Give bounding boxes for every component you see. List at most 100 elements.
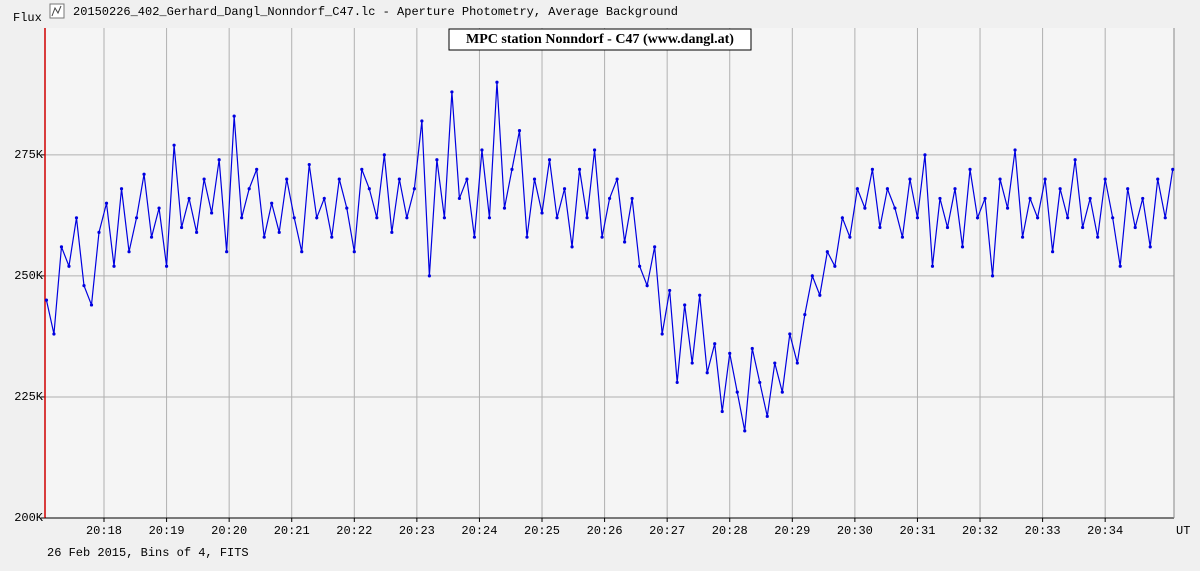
x-tick-label: 20:33 xyxy=(1025,524,1061,538)
data-point xyxy=(570,245,574,249)
data-point xyxy=(983,196,987,201)
x-axis-label: UT xyxy=(1176,524,1190,538)
data-point xyxy=(202,177,206,181)
data-point xyxy=(607,196,612,201)
data-point xyxy=(232,114,236,118)
x-tick-label: 20:28 xyxy=(712,524,748,538)
data-point xyxy=(262,235,266,239)
data-point xyxy=(938,196,942,201)
data-point xyxy=(127,250,131,254)
data-point xyxy=(1043,177,1047,181)
data-point xyxy=(532,177,537,181)
data-point xyxy=(915,216,920,220)
data-point xyxy=(660,332,664,336)
data-point xyxy=(382,153,386,157)
data-point xyxy=(555,216,559,220)
data-point xyxy=(1111,216,1115,220)
data-point xyxy=(1141,196,1145,201)
data-point xyxy=(1133,225,1137,230)
data-point xyxy=(465,177,469,181)
data-point xyxy=(720,409,724,414)
data-point xyxy=(390,230,394,234)
data-point xyxy=(653,245,657,249)
data-point xyxy=(307,162,311,167)
data-point xyxy=(1035,216,1040,220)
data-point xyxy=(1103,177,1107,181)
data-point xyxy=(1066,216,1070,220)
data-point xyxy=(930,264,935,268)
x-tick-label: 20:29 xyxy=(774,524,810,538)
y-tick-label: 225K xyxy=(14,390,44,404)
window-title: 20150226_402_Gerhard_Dangl_Nonndorf_C47.… xyxy=(73,5,678,19)
data-point xyxy=(908,177,912,181)
data-point xyxy=(195,230,199,234)
data-point xyxy=(1088,196,1092,201)
data-point xyxy=(743,429,747,433)
data-point xyxy=(52,332,56,336)
data-point xyxy=(510,167,514,171)
data-point xyxy=(825,250,829,254)
data-point xyxy=(119,187,124,191)
data-point xyxy=(1118,264,1122,268)
data-point xyxy=(352,250,356,254)
x-tick-label: 20:20 xyxy=(211,524,247,538)
data-point xyxy=(255,167,259,171)
data-point xyxy=(960,245,965,249)
data-point xyxy=(870,167,874,171)
data-point xyxy=(945,225,950,230)
data-point xyxy=(480,148,484,152)
data-point xyxy=(1051,250,1055,254)
data-point xyxy=(179,225,184,230)
data-point xyxy=(773,361,777,365)
data-point xyxy=(735,390,739,394)
x-tick-label: 20:25 xyxy=(524,524,560,538)
data-point xyxy=(1058,187,1062,191)
x-tick-label: 20:24 xyxy=(461,524,497,538)
data-point xyxy=(285,177,289,181)
window-icon xyxy=(49,3,65,19)
x-tick-label: 20:32 xyxy=(962,524,998,538)
data-point xyxy=(953,187,957,191)
data-point xyxy=(645,283,649,288)
data-point xyxy=(397,177,401,181)
data-point xyxy=(74,216,79,220)
data-point xyxy=(705,371,709,375)
data-point xyxy=(1148,245,1152,249)
data-point xyxy=(1156,177,1160,181)
data-point xyxy=(292,216,296,220)
data-point xyxy=(990,274,995,278)
data-point xyxy=(577,167,582,171)
data-point xyxy=(142,172,146,176)
data-point xyxy=(487,216,492,220)
data-point xyxy=(375,216,379,220)
data-point xyxy=(668,288,672,293)
data-point xyxy=(495,80,499,84)
data-point xyxy=(112,264,116,268)
data-point xyxy=(840,216,844,220)
data-point xyxy=(585,216,589,220)
data-point xyxy=(1171,167,1175,171)
data-point xyxy=(1096,235,1100,239)
data-point xyxy=(855,187,859,191)
data-point xyxy=(442,216,447,220)
data-point xyxy=(187,196,191,201)
data-point xyxy=(420,119,424,123)
data-point xyxy=(450,90,454,94)
data-point xyxy=(600,235,604,239)
data-point xyxy=(1126,187,1130,191)
data-point xyxy=(900,235,905,239)
note: 26 Feb 2015, Bins of 4, FITS xyxy=(47,546,249,560)
data-point xyxy=(217,158,221,162)
data-point xyxy=(457,196,462,201)
data-point xyxy=(547,158,552,162)
data-point xyxy=(360,167,364,171)
data-point xyxy=(59,245,64,249)
grid xyxy=(41,28,1174,522)
data-point xyxy=(893,206,897,210)
data-point xyxy=(923,153,927,157)
x-tick-label: 20:19 xyxy=(149,524,185,538)
data-point xyxy=(780,390,784,394)
data-point xyxy=(863,206,867,210)
data-point xyxy=(1073,158,1077,162)
